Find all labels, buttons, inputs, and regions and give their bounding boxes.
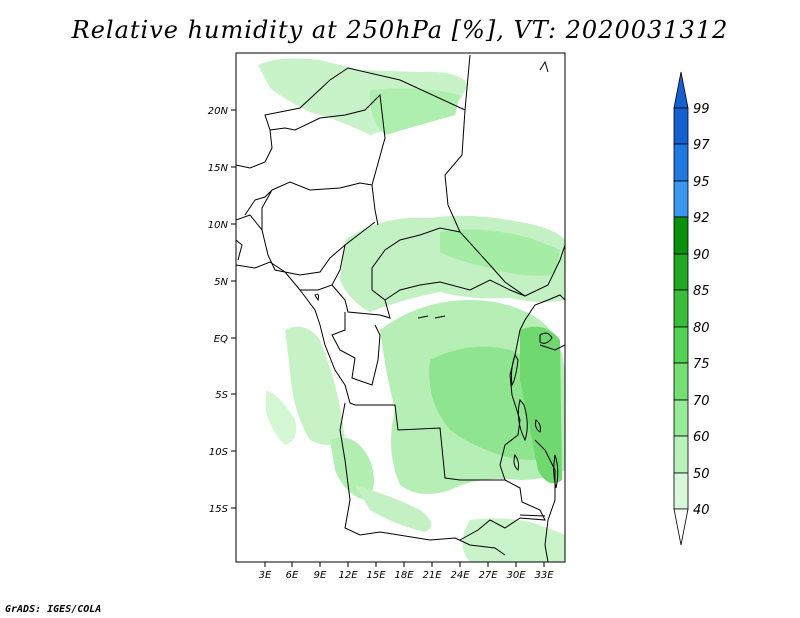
lat-label-15s: 15S — [209, 504, 229, 515]
lon-label-18e: 18E — [394, 570, 414, 581]
colorbar-segments — [673, 71, 689, 546]
lon-label-21e: 21E — [422, 570, 442, 581]
colorbar-bottom-triangle — [673, 508, 689, 546]
humidity-area-rift — [520, 326, 562, 484]
humidity-area-north — [258, 58, 468, 136]
lon-label-12e: 12E — [338, 570, 358, 581]
colorbar-seg-70 — [673, 399, 689, 437]
colorbar-label-60: 60 — [693, 430, 710, 445]
humidity-shading — [258, 58, 565, 562]
colorbar-label-97: 97 — [693, 138, 710, 153]
colorbar-label-75: 75 — [693, 357, 710, 372]
humidity-area-southeast — [462, 518, 565, 562]
colorbar-seg-92 — [673, 216, 689, 255]
humidity-area-south-band — [355, 485, 432, 532]
colorbar-labels: 99 97 95 92 90 85 80 75 70 60 50 40 — [693, 102, 710, 518]
colorbar-label-99: 99 — [693, 102, 710, 117]
lat-label-10n: 10N — [208, 220, 229, 231]
lon-ticks — [264, 562, 545, 567]
lon-label-24e: 24E — [450, 570, 470, 581]
colorbar-label-95: 95 — [693, 175, 710, 190]
grads-credit: GrADS: IGES/COLA — [5, 604, 102, 615]
lat-label-eq: EQ — [214, 334, 228, 345]
lon-label-6e: 6E — [286, 570, 299, 581]
lat-tick-labels: 20N 15N 10N 5N EQ 5S 10S 15S — [208, 106, 229, 515]
lon-label-33e: 33E — [534, 570, 554, 581]
lon-label-3e: 3E — [259, 570, 272, 581]
colorbar-seg-75 — [673, 362, 689, 401]
colorbar-label-40: 40 — [693, 503, 710, 518]
colorbar-label-80: 80 — [693, 321, 710, 336]
lat-ticks — [231, 109, 236, 509]
map-frame — [235, 52, 566, 563]
lat-label-10s: 10S — [209, 447, 229, 458]
lat-label-15n: 15N — [208, 163, 229, 174]
colorbar-label-85: 85 — [693, 284, 710, 299]
humidity-area-central-band — [440, 229, 560, 276]
colorbar-seg-99 — [673, 107, 689, 145]
lat-label-5n: 5N — [214, 277, 228, 288]
colorbar-seg-90 — [673, 253, 689, 291]
lon-label-15e: 15E — [366, 570, 386, 581]
colorbar-seg-97 — [673, 143, 689, 182]
map-title: Relative humidity at 250hPa [%], VT: 202… — [71, 16, 729, 44]
lakes — [314, 60, 559, 517]
humidity-area-angola — [330, 437, 374, 500]
lat-label-20n: 20N — [208, 106, 229, 117]
colorbar-label-70: 70 — [693, 394, 710, 409]
colorbar-label-90: 90 — [693, 248, 710, 263]
colorbar-label-50: 50 — [693, 467, 710, 482]
colorbar: 99 97 95 92 90 85 80 75 70 60 50 40 — [673, 71, 710, 546]
lon-label-27e: 27E — [478, 570, 498, 581]
colorbar-seg-85 — [673, 289, 689, 328]
humidity-area-north-band — [369, 88, 460, 135]
colorbar-seg-60 — [673, 435, 689, 474]
lon-label-30e: 30E — [506, 570, 526, 581]
colorbar-label-92: 92 — [693, 211, 710, 226]
humidity-area-west-coast — [285, 326, 345, 445]
colorbar-seg-80 — [673, 326, 689, 364]
country-borders — [236, 54, 565, 562]
lon-label-9e: 9E — [314, 570, 327, 581]
colorbar-seg-50 — [673, 472, 689, 510]
humidity-area-coast-strip — [266, 390, 297, 445]
lat-label-5s: 5S — [215, 390, 228, 401]
colorbar-seg-95 — [673, 180, 689, 218]
lon-tick-labels: 3E 6E 9E 12E 15E 18E 21E 24E 27E 30E 33E — [259, 570, 555, 581]
colorbar-top-triangle — [673, 71, 689, 109]
